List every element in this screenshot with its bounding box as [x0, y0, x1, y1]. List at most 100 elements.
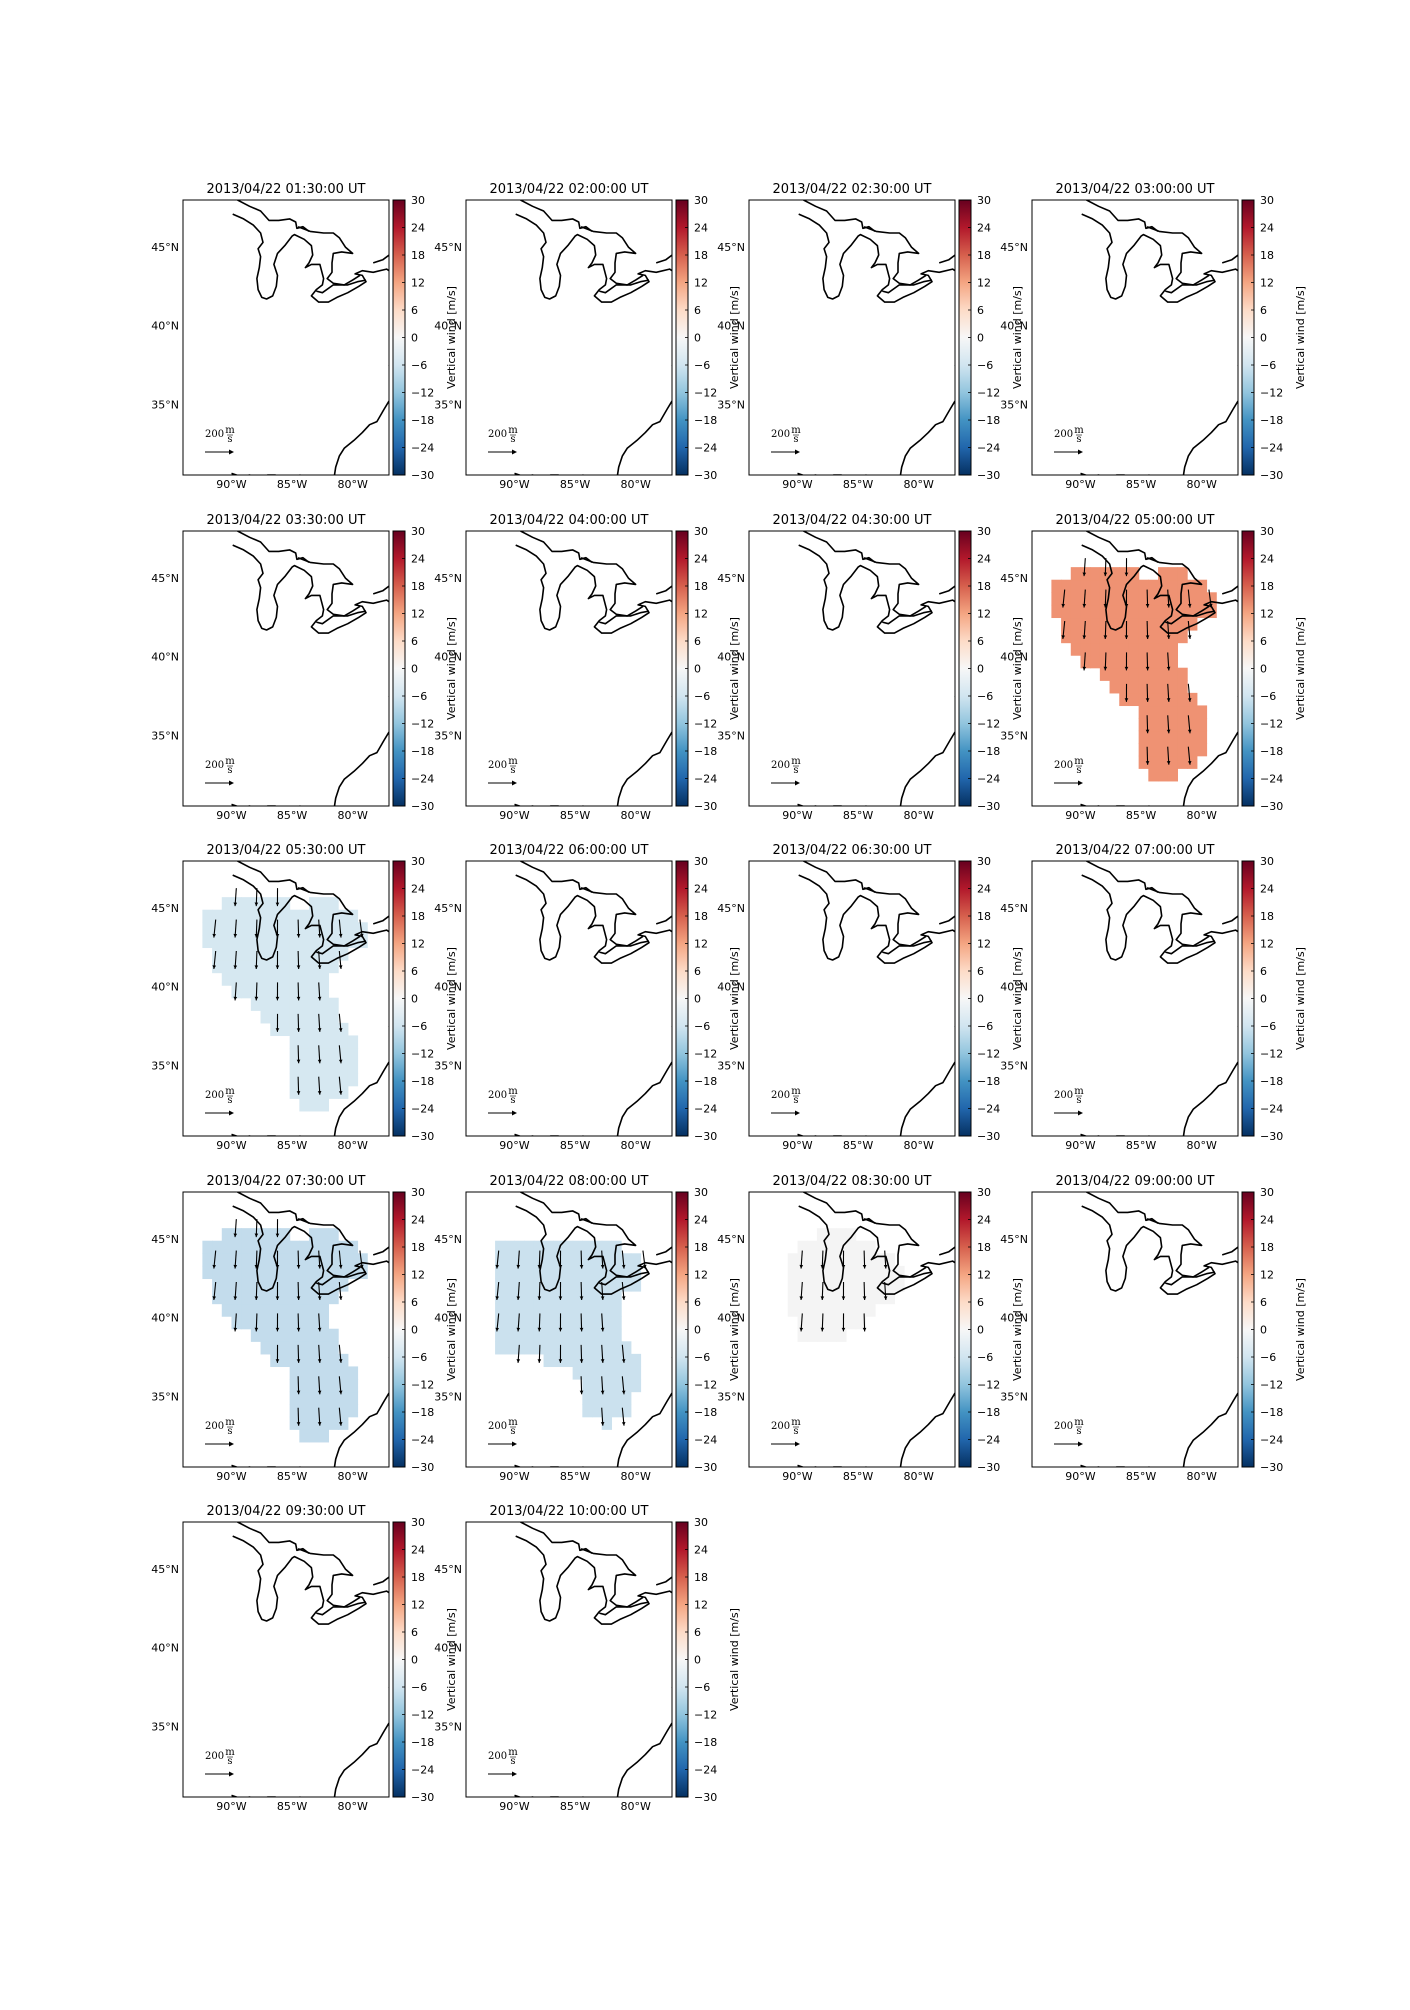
map-frame	[465, 1191, 673, 1468]
scale-arrow-unit-num: m	[225, 756, 235, 767]
colorbar-tick-label: 12	[411, 277, 425, 290]
lat-tick-label: 40°N	[151, 981, 179, 994]
scale-arrow-unit-num: m	[225, 1086, 235, 1097]
scale-arrow-unit-num: m	[508, 1747, 518, 1758]
lat-tick-label: 40°N	[151, 320, 179, 333]
colorbar-tick-label: −24	[694, 1434, 717, 1447]
colorbar: 30 24 18 12 6 0 −6 −12 −18 −24 −30 Vertical wind [m…	[675, 1516, 741, 1804]
scale-arrow-value: 200	[205, 429, 224, 440]
scale-arrow: 200 ms	[488, 756, 518, 786]
colorbar-tick-label: 6	[694, 965, 701, 978]
colorbar-tick-label: 18	[1260, 580, 1274, 593]
map-frame	[182, 1191, 390, 1468]
colorbar-tick-label: 0	[977, 332, 984, 345]
lon-tick-label: 90°W	[782, 478, 812, 491]
colorbar-tick-label: 18	[1260, 910, 1274, 923]
colorbar-tick-label: 24	[1260, 883, 1274, 896]
colorbar-tick-label: 0	[1260, 332, 1267, 345]
scale-arrow-value: 200	[488, 1751, 507, 1762]
lon-tick-label: 85°W	[277, 1800, 307, 1813]
lon-tick-label: 90°W	[1065, 1470, 1095, 1483]
lon-tick-label: 80°W	[620, 1139, 650, 1152]
scale-arrow-unit-den: s	[227, 1095, 232, 1106]
scale-arrow-value: 200	[488, 1421, 507, 1432]
panel-title: 2013/04/22 08:00:00 UT	[489, 1174, 648, 1189]
map-frame	[1031, 1191, 1239, 1468]
scale-arrow-value: 200	[1054, 429, 1073, 440]
lat-tick-label: 40°N	[434, 1642, 462, 1655]
lat-tick-label: 40°N	[434, 981, 462, 994]
lat-tick-label: 35°N	[1000, 1059, 1028, 1072]
lat-tick-label: 40°N	[434, 651, 462, 664]
colorbar-tick-label: −12	[411, 387, 434, 400]
colorbar-tick-label: 12	[1260, 608, 1274, 621]
colorbar-tick-label: 30	[1260, 1186, 1274, 1199]
lat-tick-label: 35°N	[151, 1720, 179, 1733]
colorbar-tick-label: 18	[694, 249, 708, 262]
colorbar-tick-label: 6	[694, 304, 701, 317]
colorbar-tick-label: −6	[694, 1020, 710, 1033]
map-panel: 2013/04/22 06:00:00 UT 45°N 40°N 35°N 90°W 85…	[434, 843, 741, 1152]
colorbar-tick-label: −12	[1260, 387, 1283, 400]
colorbar-tick-label: −30	[694, 469, 717, 482]
coastline	[231, 531, 389, 806]
colorbar-tick-label: 30	[411, 1516, 425, 1529]
colorbar-tick-label: 24	[694, 222, 708, 235]
scale-arrow-value: 200	[771, 760, 790, 771]
colorbar-tick-label: −24	[977, 1434, 1000, 1447]
colorbar-tick-label: 18	[694, 1241, 708, 1254]
lon-tick-label: 80°W	[620, 1800, 650, 1813]
colorbar-tick-label: 0	[694, 332, 701, 345]
scale-arrow: 200 ms	[1054, 425, 1084, 455]
colorbar-tick-label: −30	[977, 469, 1000, 482]
scale-arrow-unit-num: m	[1074, 1086, 1084, 1097]
lat-tick-label: 35°N	[434, 398, 462, 411]
colorbar-tick-label: −30	[411, 800, 434, 813]
colorbar-tick-label: 24	[977, 883, 991, 896]
lat-tick-label: 45°N	[434, 1233, 462, 1246]
colorbar-tick-label: −30	[1260, 800, 1283, 813]
colorbar-tick-label: 12	[694, 1599, 708, 1612]
scale-arrow-unit-num: m	[1074, 756, 1084, 767]
colorbar-tick-label: −12	[694, 387, 717, 400]
colorbar-tick-label: 12	[977, 938, 991, 951]
colorbar-tick-label: 18	[977, 1241, 991, 1254]
colorbar-tick-label: −18	[694, 745, 717, 758]
colorbar-tick-label: 30	[977, 525, 991, 538]
colorbar-tick-label: 24	[411, 553, 425, 566]
colorbar-label: Vertical wind [m/s]	[1011, 1278, 1024, 1381]
vertical-wind-field	[787, 1228, 905, 1342]
colorbar-tick-label: 30	[411, 194, 425, 207]
colorbar-tick-label: 24	[694, 883, 708, 896]
colorbar-tick-label: −30	[411, 1130, 434, 1143]
colorbar-label: Vertical wind [m/s]	[728, 1278, 741, 1381]
colorbar-tick-label: −12	[977, 1379, 1000, 1392]
scale-arrow-unit-num: m	[225, 425, 235, 436]
lon-tick-label: 80°W	[620, 1470, 650, 1483]
wind-vectors	[1061, 558, 1213, 765]
scale-arrow-unit-num: m	[1074, 425, 1084, 436]
lat-tick-label: 40°N	[434, 1312, 462, 1325]
lon-tick-label: 85°W	[1126, 809, 1156, 822]
colorbar-tick-label: 12	[1260, 1269, 1274, 1282]
colorbar-tick-label: 30	[694, 525, 708, 538]
colorbar-tick-label: 18	[411, 1571, 425, 1584]
colorbar: 30 24 18 12 6 0 −6 −12 −18 −24 −30 Vertical wind [m…	[1241, 194, 1307, 482]
colorbar-tick-label: −24	[1260, 773, 1283, 786]
colorbar-tick-label: 30	[977, 855, 991, 868]
colorbar-tick-label: 0	[977, 1324, 984, 1337]
colorbar-tick-label: −6	[411, 1020, 427, 1033]
lat-tick-label: 35°N	[151, 1390, 179, 1403]
scale-arrow: 200 ms	[205, 1086, 235, 1116]
lat-tick-label: 45°N	[717, 1233, 745, 1246]
colorbar-tick-label: −12	[977, 1048, 1000, 1061]
colorbar-tick-label: −6	[694, 1681, 710, 1694]
map-frame	[182, 860, 390, 1137]
scale-arrow-unit-num: m	[791, 756, 801, 767]
colorbar-tick-label: 18	[694, 580, 708, 593]
map-panel: 2013/04/22 08:00:00 UT 45°N 40°N 35°N 90°W 85…	[434, 1174, 741, 1483]
scale-arrow-unit-num: m	[508, 1417, 518, 1428]
colorbar-tick-label: −24	[694, 773, 717, 786]
colorbar-tick-label: 18	[411, 910, 425, 923]
lon-tick-label: 90°W	[1065, 478, 1095, 491]
